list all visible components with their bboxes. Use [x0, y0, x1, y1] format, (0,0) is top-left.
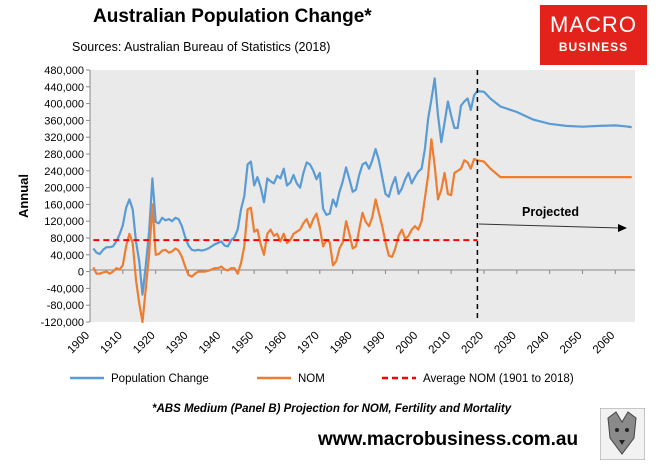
x-tick-label: 1930: [164, 330, 191, 357]
x-tick-label: 2040: [525, 330, 552, 357]
legend-label-population: Population Change: [111, 373, 209, 385]
chart-plot: -120,000 -80,000 -40,000 0 40,000 80,000 120,0…: [16, 65, 635, 385]
y-tick-label: 0: [78, 267, 84, 279]
y-tick-label: 240,000: [44, 166, 84, 178]
x-tick-label: 1900: [66, 330, 93, 357]
logo-line-1: MACRO: [550, 12, 637, 37]
x-tick-label: 1960: [263, 330, 290, 357]
y-tick-label: 160,000: [44, 199, 84, 211]
x-tick-label: 1990: [361, 330, 388, 357]
x-tick-label: 2020: [460, 330, 487, 357]
legend-label-nom: NOM: [298, 373, 325, 385]
x-tick-label: 1920: [131, 330, 158, 357]
series-line-population-change: [92, 77, 479, 296]
logo-line-2: BUSINESS: [558, 40, 629, 54]
footnote: *ABS Medium (Panel B) Projection for NOM…: [152, 403, 512, 415]
legend-label-average: Average NOM (1901 to 2018): [423, 373, 574, 385]
y-tick-label: -120,000: [41, 317, 84, 329]
macrobusiness-logo: MACRO BUSINESS: [540, 5, 647, 65]
y-tick-label: 480,000: [44, 65, 84, 77]
y-tick-label: 120,000: [44, 216, 84, 228]
y-tick-label: 40,000: [50, 250, 84, 262]
projected-annotation: Projected: [522, 205, 579, 219]
plot-area: [90, 70, 635, 322]
website-url: www.macrobusiness.com.au: [318, 429, 579, 450]
wolf-icon: [600, 408, 645, 460]
y-tick-label: 280,000: [44, 149, 84, 161]
projected-arrow-line: [478, 223, 621, 229]
x-tick-label: 2030: [492, 330, 519, 357]
series-line-nom: [477, 159, 632, 179]
y-tick-label: -40,000: [47, 283, 84, 295]
y-tick-label: 400,000: [44, 99, 84, 111]
y-tick-label: 440,000: [44, 82, 84, 94]
y-axis-label: Annual: [16, 174, 31, 218]
y-tick-label: 320,000: [44, 132, 84, 144]
x-tick-label: 2000: [394, 330, 421, 357]
x-tick-label: 1950: [230, 330, 257, 357]
series-line-nom: [92, 138, 478, 324]
x-tick-label: 2050: [558, 330, 585, 357]
y-tick-label: 200,000: [44, 183, 84, 195]
x-tick-label: 2010: [427, 330, 454, 357]
x-tick-label: 1970: [295, 330, 322, 357]
x-tick-label: 1980: [328, 330, 355, 357]
x-tick-label: 1940: [197, 330, 224, 357]
x-tick-label: 1910: [98, 330, 125, 357]
chart-title: Australian Population Change*: [93, 6, 372, 27]
x-tick-label: 2060: [591, 330, 618, 357]
chart-subtitle: Sources: Australian Bureau of Statistics…: [72, 40, 331, 54]
y-tick-label: 360,000: [44, 115, 84, 127]
y-tick-label: 80,000: [50, 233, 84, 245]
projected-arrow-head: [618, 224, 627, 232]
y-tick-label: -80,000: [47, 300, 84, 312]
series-line-population-change: [477, 89, 632, 129]
chart-legend: Population Change NOM Average NOM (1901 …: [70, 373, 574, 385]
